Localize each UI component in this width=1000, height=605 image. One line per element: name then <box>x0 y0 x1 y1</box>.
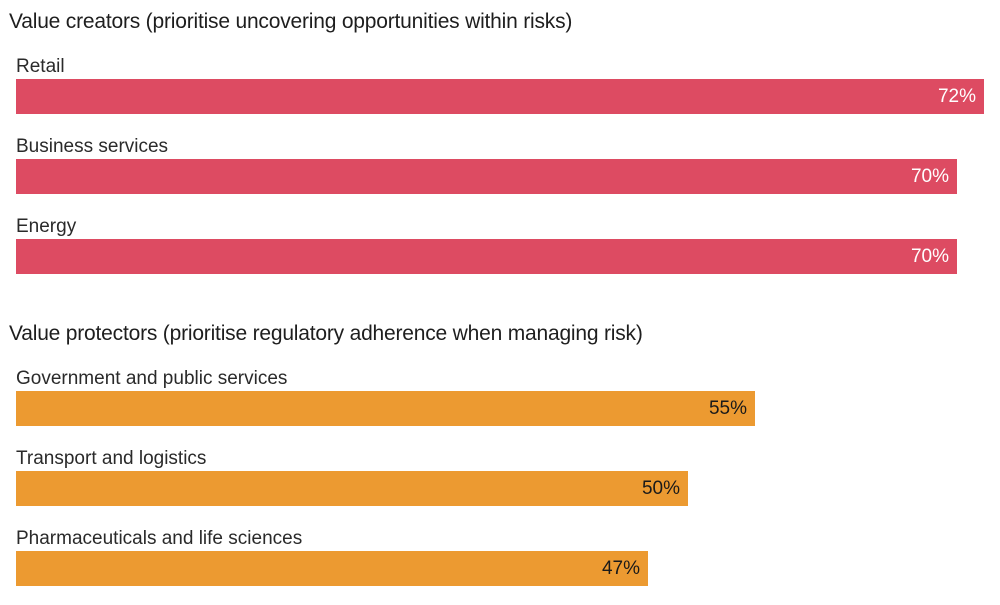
bar-value-label: 72% <box>937 86 976 107</box>
category-label: Energy <box>16 216 77 237</box>
bar-value-label: 55% <box>708 398 747 419</box>
category-label: Government and public services <box>16 368 288 389</box>
group-title: Value protectors (prioritise regulatory … <box>9 322 643 345</box>
bar <box>16 471 688 506</box>
bar <box>16 239 957 274</box>
bar <box>16 551 648 586</box>
bar <box>16 159 957 194</box>
category-label: Transport and logistics <box>16 448 207 469</box>
category-label: Business services <box>16 136 169 157</box>
bar <box>16 391 755 426</box>
category-label: Pharmaceuticals and life sciences <box>16 528 303 549</box>
group-title: Value creators (prioritise uncovering op… <box>9 10 573 33</box>
category-label: Retail <box>16 56 65 77</box>
bar <box>16 79 984 114</box>
bar-value-label: 47% <box>601 558 640 579</box>
bar-value-label: 70% <box>910 166 949 187</box>
bar-value-label: 70% <box>910 246 949 267</box>
bar-value-label: 50% <box>641 478 680 499</box>
